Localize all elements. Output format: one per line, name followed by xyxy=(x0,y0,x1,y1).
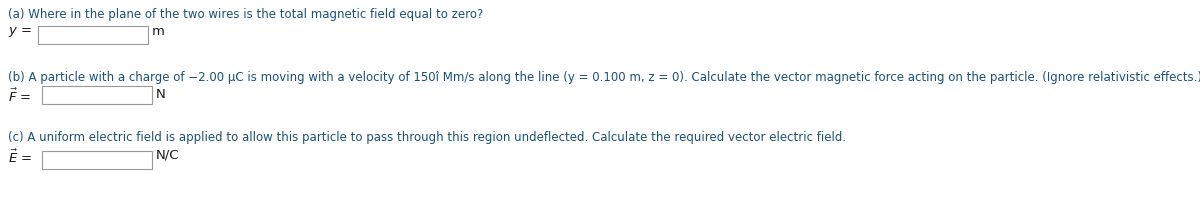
FancyBboxPatch shape xyxy=(42,87,152,104)
Text: (a) Where in the plane of the two wires is the total magnetic field equal to zer: (a) Where in the plane of the two wires … xyxy=(8,8,484,21)
FancyBboxPatch shape xyxy=(38,27,148,45)
Text: (b) A particle with a charge of −2.00 μC is moving with a velocity of 150î Mm/s : (b) A particle with a charge of −2.00 μC… xyxy=(8,71,1200,84)
Text: $y$ =: $y$ = xyxy=(8,25,32,39)
Text: m: m xyxy=(152,25,164,38)
Text: $\vec{F}$ =: $\vec{F}$ = xyxy=(8,87,31,105)
Text: $\vec{E}$ =: $\vec{E}$ = xyxy=(8,148,32,165)
Text: (c) A uniform electric field is applied to allow this particle to pass through t: (c) A uniform electric field is applied … xyxy=(8,130,846,143)
Text: N: N xyxy=(156,87,166,101)
FancyBboxPatch shape xyxy=(42,151,152,169)
Text: N/C: N/C xyxy=(156,148,180,161)
